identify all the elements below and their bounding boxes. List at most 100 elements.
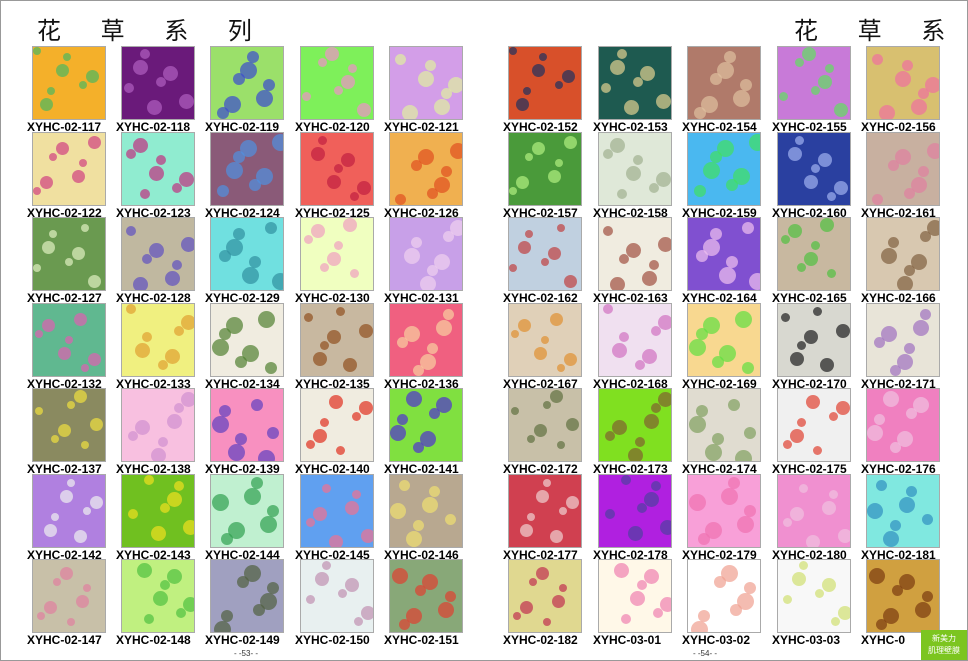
pattern-motif [128, 509, 138, 519]
pattern-swatch [121, 388, 195, 462]
swatch-code: XYHC-02-138 [116, 462, 191, 476]
pattern-motif [242, 267, 259, 284]
pattern-motif [260, 593, 277, 610]
pattern-motif [726, 256, 738, 268]
pattern-motif [221, 610, 233, 622]
pattern-motif [256, 168, 273, 185]
pattern-motif [642, 271, 657, 286]
pattern-motif [167, 569, 182, 584]
pattern-motif [867, 425, 883, 441]
pattern-motif [651, 326, 661, 336]
pattern-motif [649, 260, 659, 270]
pattern-motif [550, 530, 563, 543]
pattern-motif [322, 561, 331, 570]
pattern-motif [811, 86, 820, 95]
pattern-motif [181, 237, 194, 252]
pattern-motif [527, 513, 535, 521]
pattern-motif [895, 71, 911, 87]
pattern-swatch [121, 217, 195, 291]
pattern-motif [906, 486, 917, 497]
pattern-motif [156, 155, 166, 165]
pattern-swatch [389, 217, 463, 291]
swatch-code: XYHC-02-127 [27, 291, 102, 305]
pattern-motif [614, 563, 629, 578]
pattern-motif [133, 138, 148, 153]
swatch-code: XYHC-03-02 [682, 633, 751, 647]
pattern-motif [797, 341, 806, 350]
pattern-motif [511, 330, 519, 338]
pattern-motif [183, 520, 194, 535]
pattern-motif [890, 442, 901, 453]
pattern-motif [619, 332, 629, 342]
pattern-swatch [866, 46, 940, 120]
pattern-motif [779, 92, 788, 101]
pattern-motif [450, 143, 462, 159]
pattern-swatch [687, 132, 761, 206]
swatch-code: XYHC-02-129 [205, 291, 280, 305]
swatch-code: XYHC-02-131 [384, 291, 459, 305]
swatch-code: XYHC-02-181 [861, 548, 936, 562]
pattern-motif [172, 183, 182, 193]
pattern-motif [445, 591, 456, 602]
pattern-motif [341, 153, 355, 167]
pattern-motif [781, 313, 790, 322]
pattern-motif [906, 408, 917, 419]
pattern-swatch [121, 474, 195, 548]
pattern-motif [320, 263, 329, 272]
swatch-code: XYHC-02-174 [682, 462, 757, 476]
pattern-motif [520, 601, 533, 614]
pattern-swatch [300, 303, 374, 377]
pattern-motif [413, 442, 424, 453]
pattern-motif [438, 602, 454, 618]
pattern-swatch [389, 303, 463, 377]
pattern-motif [927, 143, 939, 159]
pattern-swatch [300, 132, 374, 206]
pattern-motif [633, 77, 643, 87]
pattern-motif [827, 269, 836, 278]
pattern-motif [610, 138, 625, 153]
pattern-motif [63, 53, 71, 61]
pattern-motif [660, 597, 671, 612]
swatch-code: XYHC-02-142 [27, 548, 102, 562]
pattern-motif [904, 343, 915, 354]
pattern-motif [81, 364, 89, 372]
pattern-swatch [598, 217, 672, 291]
pattern-swatch [389, 132, 463, 206]
pattern-motif [790, 352, 804, 366]
pattern-motif [226, 317, 243, 334]
pattern-motif [325, 47, 339, 61]
pattern-motif [144, 614, 154, 624]
pattern-motif [610, 277, 625, 290]
pattern-swatch [210, 217, 284, 291]
swatch-code: XYHC-02-168 [593, 377, 668, 391]
swatch-code: XYHC-02-162 [503, 291, 578, 305]
pattern-motif [413, 365, 424, 376]
pattern-motif [174, 481, 184, 491]
pattern-motif [167, 414, 182, 429]
pattern-motif [53, 578, 61, 586]
pattern-motif [644, 569, 659, 584]
pattern-motif [226, 239, 243, 256]
pattern-motif [804, 252, 818, 266]
pattern-motif [235, 433, 247, 445]
pattern-motif [612, 343, 627, 358]
swatch-code: XYHC-02-178 [593, 548, 668, 562]
pattern-swatch [508, 474, 582, 548]
pattern-motif [176, 608, 186, 618]
pattern-motif [920, 231, 931, 242]
pattern-motif [920, 309, 931, 320]
swatch-code: XYHC-02-159 [682, 206, 757, 220]
swatch-code: XYHC-02-170 [772, 377, 847, 391]
pattern-motif [911, 177, 927, 193]
pattern-motif [392, 568, 408, 584]
pattern-motif [427, 265, 438, 276]
pattern-motif [427, 188, 438, 199]
pattern-motif [244, 565, 261, 582]
pattern-motif [799, 561, 808, 570]
pattern-motif [51, 513, 59, 521]
swatch-code: XYHC-02-140 [295, 462, 370, 476]
pattern-motif [559, 507, 567, 515]
swatch-code: XYHC-02-167 [503, 377, 578, 391]
pattern-motif [719, 267, 736, 284]
swatch-code: XYHC-02-149 [205, 633, 280, 647]
